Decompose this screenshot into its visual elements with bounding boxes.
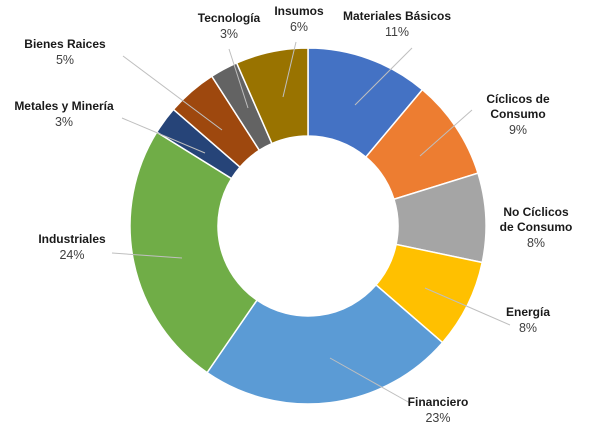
leader-line xyxy=(228,48,249,109)
leader-lines xyxy=(111,41,511,404)
slice-percent-label: 5% xyxy=(56,53,74,67)
slice-percent-label: 23% xyxy=(425,411,450,425)
slice-label: Industriales xyxy=(38,232,106,246)
leader-line xyxy=(111,252,183,259)
leader-line xyxy=(282,41,297,98)
slice-label: Cíclicos de xyxy=(486,92,550,106)
leader-line xyxy=(122,55,223,131)
donut-slices xyxy=(129,47,487,405)
slice-percent-label: 3% xyxy=(55,115,73,129)
slice-label: Consumo xyxy=(490,107,545,121)
donut-hole xyxy=(218,136,398,316)
slice-label: No Cíclicos xyxy=(503,205,569,219)
slice-percent-label: 6% xyxy=(290,20,308,34)
slice-label: Tecnología xyxy=(198,11,261,25)
slice-label: Energía xyxy=(506,305,550,319)
donut-slice xyxy=(235,47,309,145)
slice-percent-label: 11% xyxy=(385,25,409,39)
slice-label: Metales y Minería xyxy=(14,99,114,113)
leader-line xyxy=(329,357,411,404)
slice-label: Financiero xyxy=(408,395,469,409)
slice-label: Insumos xyxy=(274,4,324,18)
slice-percent-label: 8% xyxy=(519,321,537,335)
leader-line xyxy=(121,117,206,154)
slice-label: Bienes Raices xyxy=(24,37,106,51)
slice-percent-label: 8% xyxy=(527,236,545,250)
leader-line xyxy=(419,109,473,157)
slice-label: de Consumo xyxy=(500,220,573,234)
leader-line xyxy=(424,287,511,326)
slice-percent-label: 3% xyxy=(220,27,238,41)
slice-percent-label: 9% xyxy=(509,123,527,137)
slice-label: Materiales Básicos xyxy=(343,9,451,23)
slice-percent-label: 24% xyxy=(59,248,84,262)
leader-line xyxy=(354,47,413,106)
